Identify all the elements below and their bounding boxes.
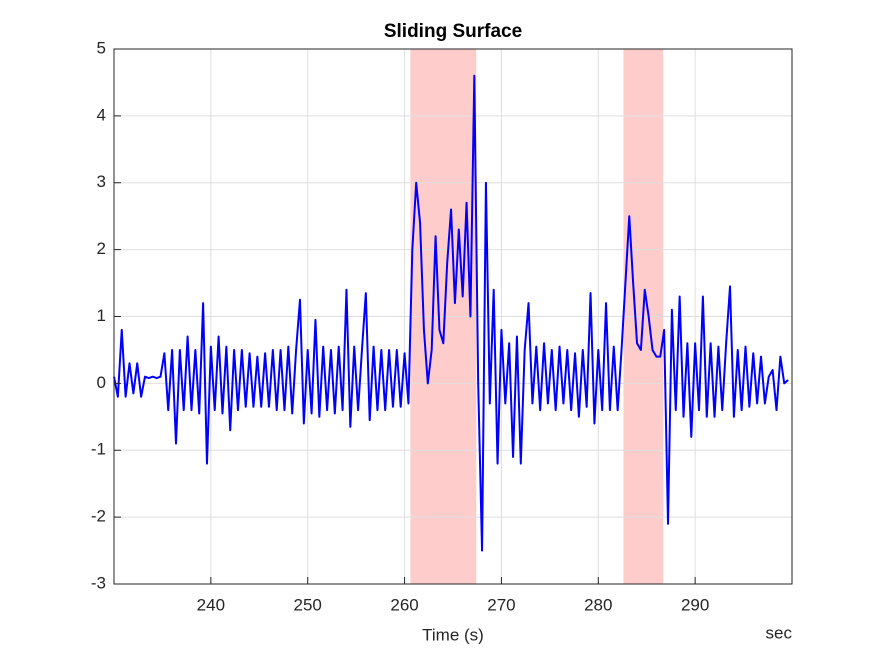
x-tick-label: 280 bbox=[584, 595, 612, 614]
x-tick-label: 290 bbox=[681, 595, 709, 614]
y-tick-label: 5 bbox=[97, 38, 106, 57]
plot-lines bbox=[113, 74, 789, 552]
y-tick-label: 4 bbox=[97, 105, 106, 124]
x-tick-label: 240 bbox=[197, 595, 225, 614]
grid bbox=[114, 48, 792, 585]
x-unit-label: sec bbox=[766, 623, 793, 642]
y-tick-label: 3 bbox=[97, 172, 106, 191]
y-tick-label: 2 bbox=[97, 239, 106, 258]
x-axis-label: Time (s) bbox=[422, 625, 484, 644]
x-tick-label: 270 bbox=[487, 595, 515, 614]
x-tick-label: 250 bbox=[294, 595, 322, 614]
y-tick-label: 1 bbox=[97, 306, 106, 325]
y-tick-label: 0 bbox=[97, 373, 106, 392]
series-line bbox=[113, 74, 789, 552]
ticks: 240 250 260 270 280 290 -3 -2 -1 0 1 2 3 4 5 bbox=[91, 38, 709, 614]
y-tick-label: -1 bbox=[91, 440, 106, 459]
y-tick-label: -3 bbox=[91, 573, 106, 592]
x-tick-label: 260 bbox=[390, 595, 418, 614]
chart-title: Sliding Surface bbox=[384, 21, 522, 42]
y-tick-label: -2 bbox=[91, 507, 106, 526]
